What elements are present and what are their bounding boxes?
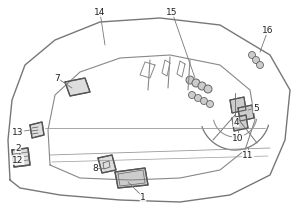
Text: 16: 16 [262, 25, 274, 34]
Circle shape [206, 101, 214, 108]
Circle shape [204, 85, 212, 93]
Circle shape [188, 92, 196, 98]
Circle shape [194, 94, 202, 101]
Polygon shape [12, 148, 30, 167]
Text: 4: 4 [233, 118, 239, 126]
Text: 1: 1 [140, 193, 146, 202]
Polygon shape [232, 115, 248, 131]
Circle shape [186, 76, 194, 84]
Text: 2: 2 [15, 143, 21, 152]
Circle shape [192, 79, 200, 87]
Text: 14: 14 [94, 8, 106, 17]
Text: 5: 5 [253, 104, 259, 113]
Text: 10: 10 [232, 134, 244, 143]
Text: 8: 8 [92, 164, 98, 172]
Circle shape [200, 97, 208, 105]
Text: 12: 12 [12, 155, 24, 164]
Circle shape [253, 56, 260, 63]
Polygon shape [98, 155, 116, 173]
Polygon shape [30, 122, 44, 138]
Polygon shape [65, 78, 90, 96]
Polygon shape [238, 105, 254, 121]
Text: 11: 11 [242, 151, 254, 160]
Circle shape [198, 82, 206, 90]
Text: 7: 7 [54, 74, 60, 83]
Text: 15: 15 [166, 8, 178, 17]
Circle shape [256, 62, 263, 68]
Circle shape [248, 51, 256, 59]
Polygon shape [230, 97, 246, 113]
Polygon shape [115, 168, 148, 188]
Text: 13: 13 [12, 127, 24, 136]
